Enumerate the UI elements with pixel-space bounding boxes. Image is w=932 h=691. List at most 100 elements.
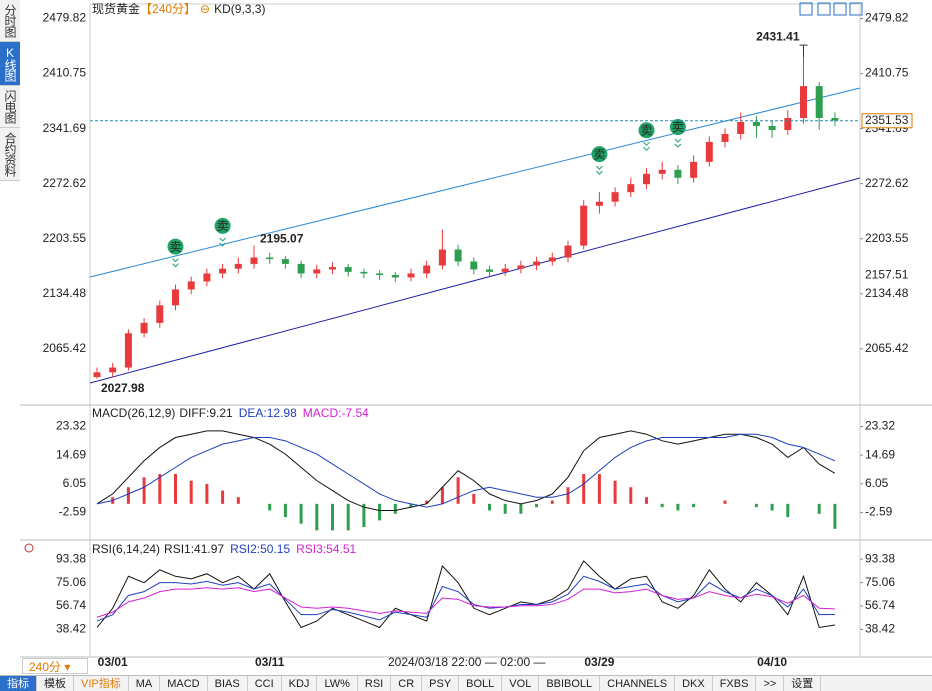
toolbar-item[interactable]: DKX [675,676,713,691]
sidebar-tab[interactable]: K线图 [0,42,20,86]
toolbar-item[interactable]: >> [756,676,785,691]
sell-signal [591,146,608,163]
legend: RSI2:50.15 [230,542,290,556]
y-tick-label: 2410.75 [43,66,87,80]
candle-body [376,273,384,276]
sell-signal [669,119,686,136]
sell-label: 卖 [169,240,181,254]
y-tick-label: 75.06 [56,575,86,589]
toolbar-item[interactable]: 模板 [37,676,74,691]
period-select[interactable]: 240分 ▾ [22,658,88,674]
sidebar-tab[interactable]: 闪电图 [0,86,20,128]
ref-price-label: 2157.51 [865,268,909,282]
candle-body [344,267,352,272]
indicator: KD(9,3,3) [214,2,265,16]
y-tick-label: 2272.62 [865,176,909,190]
macd-line [96,433,836,508]
candle-body [721,133,729,142]
candle-body [800,86,807,119]
toolbar-item[interactable]: PSY [422,676,460,691]
y-tick-label: 6.05 [865,476,889,490]
toolbar-item[interactable]: BOLL [459,676,503,691]
y-tick-label: 2479.82 [865,11,909,25]
x-tick-label: 04/10 [757,655,787,669]
candle-body [407,273,415,278]
signal-arrow [172,258,179,268]
legend: RSI1:41.97 [164,542,224,556]
x-tick-label: 03/11 [255,655,285,669]
toolbar-item[interactable]: VIP指标 [74,676,129,691]
candle-body [219,268,227,274]
toolbar-item[interactable]: CHANNELS [600,676,676,691]
candle-body [815,86,823,119]
y-tick-label: 14.69 [865,447,895,461]
y-tick-label: 2410.75 [865,66,909,80]
y-tick-label: 23.32 [865,419,895,433]
y-tick-label: 6.05 [63,476,87,490]
title: 现货黄金 [92,1,140,16]
candle-body [423,265,431,274]
toolbar-item[interactable]: RSI [358,676,392,691]
y-tick-label: 2134.48 [43,286,87,300]
toolbar-item[interactable]: BBIBOLL [539,676,601,691]
y-tick-label: 2272.62 [43,176,87,190]
candle-body [234,263,242,269]
toolbar-item[interactable]: KDJ [282,676,318,691]
y-tick-label: -2.59 [865,505,893,519]
y-tick-label: 56.74 [56,598,86,612]
toolbar-item[interactable]: 设置 [784,676,822,691]
candle-body [690,161,698,178]
candle-body [250,257,258,264]
toolbar-item[interactable]: LW% [317,676,358,691]
macd-header: MACD(26,12,9) DIFF:9.21 DEA:12.98 MACD:-7.5… [92,406,369,420]
x-tick-label: 03/29 [584,655,614,669]
toolbar-item[interactable]: MA [129,676,161,691]
legend: RSI3:54.51 [296,542,356,556]
sell-signal [214,217,231,234]
legend: DIFF:9.21 [179,406,233,420]
y-tick-label: 38.42 [56,622,86,636]
plot-frame [89,3,861,658]
x-tick-label: 03/01 [98,655,128,669]
last-price-box [861,113,913,129]
toolbar-item[interactable]: BIAS [208,676,248,691]
candle-body [611,192,619,202]
sell-signal [638,122,655,139]
sidebar-tab[interactable]: 分时图 [0,0,20,42]
candle-body [391,275,399,278]
candle-body [93,372,101,378]
toolbar-item[interactable]: VOL [502,676,540,691]
sell-label: 卖 [593,147,605,161]
candle-body [140,322,148,334]
candle-body [548,257,556,262]
toolbar-item[interactable]: FXBS [713,676,757,691]
candle-body [281,259,289,264]
y-tick-label: 56.74 [865,598,895,612]
legend: RSI(6,14,24) [92,542,160,556]
macd-line [96,430,836,511]
sidebar-tab[interactable]: 合约资料 [0,128,20,181]
toolbar-item[interactable]: CR [391,676,423,691]
toolbar-item[interactable]: 指标 [0,676,37,691]
candle-body [595,201,603,206]
candle-body [454,249,462,262]
candle-body [658,169,666,174]
rsi-line [96,575,835,622]
y-tick-label: 2203.55 [865,231,909,245]
channel-lower [89,177,861,384]
y-tick-label: 38.42 [865,622,895,636]
window-icons[interactable] [799,2,863,16]
y-tick-label: 2065.42 [865,341,909,355]
signal-arrow [596,165,603,175]
candle-body [172,289,179,306]
signal-arrow [643,141,650,151]
toolbar-item[interactable]: CCI [248,676,282,691]
candle-body [203,273,211,282]
candle-body [438,249,446,266]
sell-label: 卖 [217,219,229,233]
settings-icon[interactable] [24,543,34,553]
max-marker [799,44,808,58]
candle-body [784,118,792,130]
toolbar-item[interactable]: MACD [160,676,208,691]
